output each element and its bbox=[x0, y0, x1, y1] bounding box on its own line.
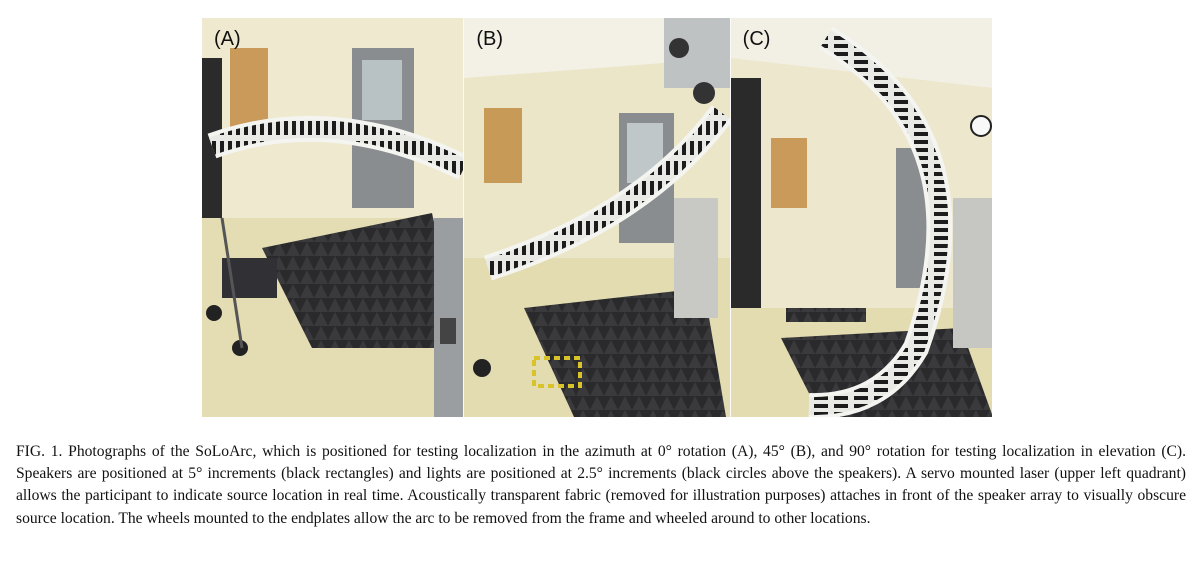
photo-b-illustration bbox=[464, 18, 730, 417]
photo-panel-b: (B) bbox=[464, 18, 731, 417]
photo-c-illustration bbox=[730, 18, 993, 417]
figure-caption: FIG. 1. Photographs of the SoLoArc, whic… bbox=[16, 443, 1186, 527]
panel-label-b: (B) bbox=[476, 28, 504, 50]
panel-label-a: (A) bbox=[214, 28, 241, 50]
figure-photographs: (A) bbox=[202, 18, 993, 417]
photo-a-illustration bbox=[202, 18, 464, 417]
photo-panel-a: (A) bbox=[202, 18, 465, 417]
photo-panel-c: (C) bbox=[730, 18, 993, 417]
panel-label-c: (C) bbox=[742, 28, 771, 50]
